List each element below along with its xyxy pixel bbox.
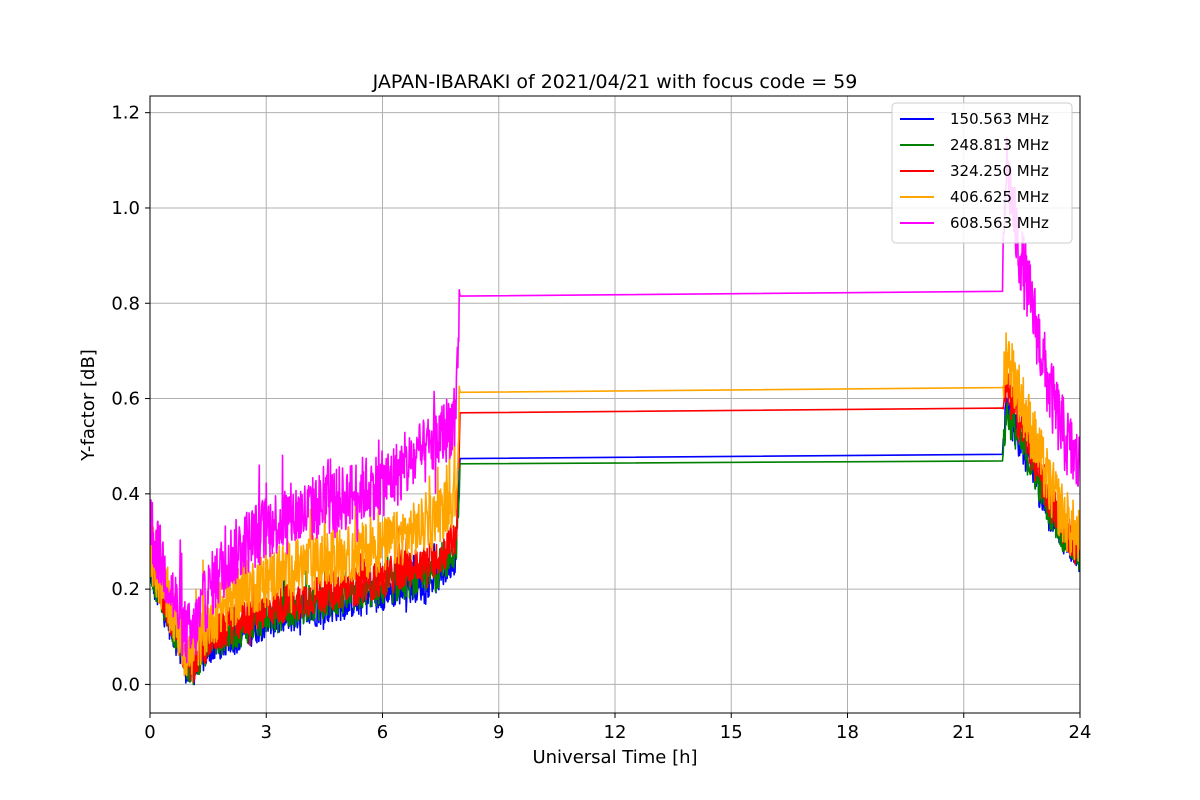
chart-title: JAPAN-IBARAKI of 2021/04/21 with focus c… (372, 71, 858, 93)
legend-box (891, 102, 1073, 244)
x-tick-label: 21 (952, 722, 975, 743)
y-tick-label: 1.2 (111, 103, 140, 124)
x-tick-label: 24 (1069, 722, 1092, 743)
y-tick-label: 0.6 (111, 389, 140, 410)
legend-entry: 324.250 MHz (950, 162, 1049, 180)
legend-entry: 608.563 MHz (950, 214, 1049, 232)
x-tick-label: 0 (144, 722, 155, 743)
y-tick-label: 0.2 (111, 579, 140, 600)
x-tick-label: 6 (377, 722, 388, 743)
ticks: 0 3 6 9 12 15 18 21 24 0.0 0.2 0.4 0.6 0.8 1.0 1.2 (111, 103, 1091, 743)
x-tick-label: 3 (261, 722, 272, 743)
legend-entry: 150.563 MHz (950, 110, 1049, 128)
y-tick-label: 0.0 (111, 674, 140, 695)
x-tick-label: 18 (836, 722, 859, 743)
legend-entry: 406.625 MHz (950, 188, 1049, 206)
y-tick-label: 1.0 (111, 198, 140, 219)
x-axis-label: Universal Time [h] (532, 747, 697, 768)
x-tick-label: 9 (493, 722, 504, 743)
y-axis-label: Y-factor [dB] (78, 349, 99, 462)
series-line-3 (150, 332, 1080, 677)
legend: 150.563 MHz 248.813 MHz 324.250 MHz 406.625… (891, 102, 1073, 244)
x-tick-label: 15 (720, 722, 743, 743)
legend-entry: 248.813 MHz (950, 136, 1049, 154)
y-tick-label: 0.8 (111, 293, 140, 314)
x-tick-label: 12 (604, 722, 627, 743)
y-tick-label: 0.4 (111, 484, 140, 505)
